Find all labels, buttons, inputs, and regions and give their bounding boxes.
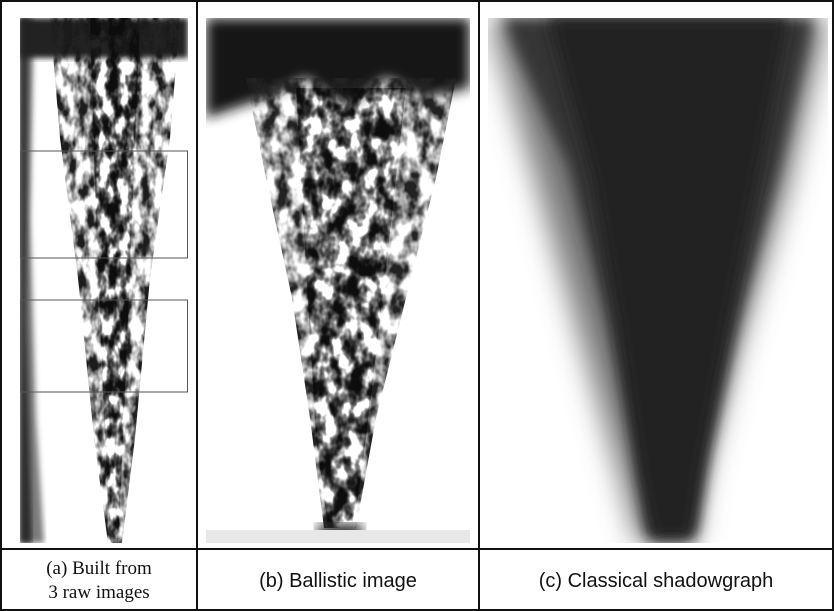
caption-panel-c-text: (c) Classical shadowgraph (538, 569, 774, 592)
caption-panel-a-line2: 3 raw images (48, 581, 150, 603)
panel-c-shadowgraph-image (488, 18, 828, 543)
caption-divider (0, 548, 834, 550)
panel-b-svg (206, 18, 470, 543)
panel-a-spray-image (20, 18, 188, 543)
column-divider (478, 0, 480, 611)
column-divider (196, 0, 198, 611)
panel-c-svg (488, 18, 828, 543)
panel-b-ballistic-image (206, 18, 470, 543)
panel-a-svg (20, 18, 188, 543)
caption-panel-b: (b) Ballistic image (198, 550, 478, 611)
caption-panel-b-text: (b) Ballistic image (259, 569, 417, 592)
caption-panel-a: (a) Built from 3 raw images (2, 550, 196, 611)
caption-panel-c: (c) Classical shadowgraph (480, 550, 832, 611)
caption-panel-a-line1: (a) Built from (46, 557, 152, 579)
